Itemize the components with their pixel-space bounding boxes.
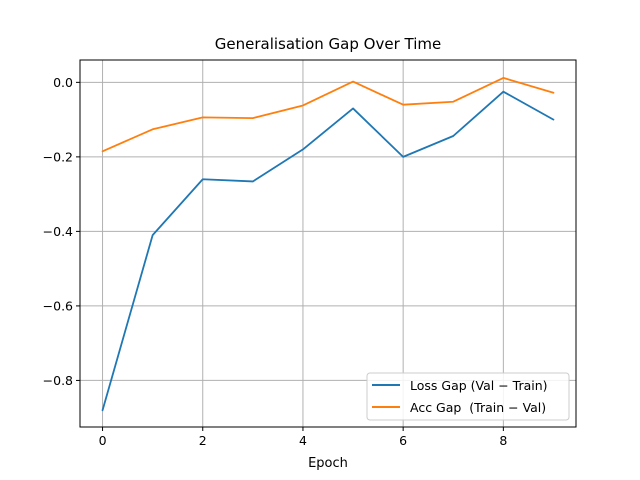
y-tick-label: −0.8	[43, 373, 73, 388]
legend-box	[366, 372, 570, 421]
series-line-acc-gap	[101, 76, 555, 153]
series-line-loss-gap	[101, 90, 555, 412]
legend: Loss Gap (Val − Train) Acc Gap (Train − …	[366, 372, 570, 421]
legend-label-loss-gap: Loss Gap (Val − Train)	[410, 378, 548, 393]
axis-ticks: 0 2 4 6 8 0.0 −0.2 −0.4 −0.6 −0.8	[43, 75, 508, 448]
x-tick-label: 6	[399, 433, 407, 448]
x-tick-label: 8	[499, 433, 507, 448]
y-tick-label: −0.4	[43, 224, 73, 239]
series-lines	[101, 76, 555, 412]
y-tick-label: −0.6	[43, 298, 73, 313]
y-tick-label: 0.0	[53, 75, 73, 90]
x-tick-label: 4	[299, 433, 307, 448]
y-tick-label: −0.2	[43, 149, 73, 164]
chart-title: Generalisation Gap Over Time	[215, 35, 441, 53]
plot-area-frame	[79, 59, 577, 428]
x-tick-label: 0	[99, 433, 107, 448]
x-axis-title: Epoch	[308, 456, 348, 471]
legend-label-acc-gap: Acc Gap (Train − Val)	[410, 400, 546, 415]
x-tick-label: 2	[199, 433, 207, 448]
